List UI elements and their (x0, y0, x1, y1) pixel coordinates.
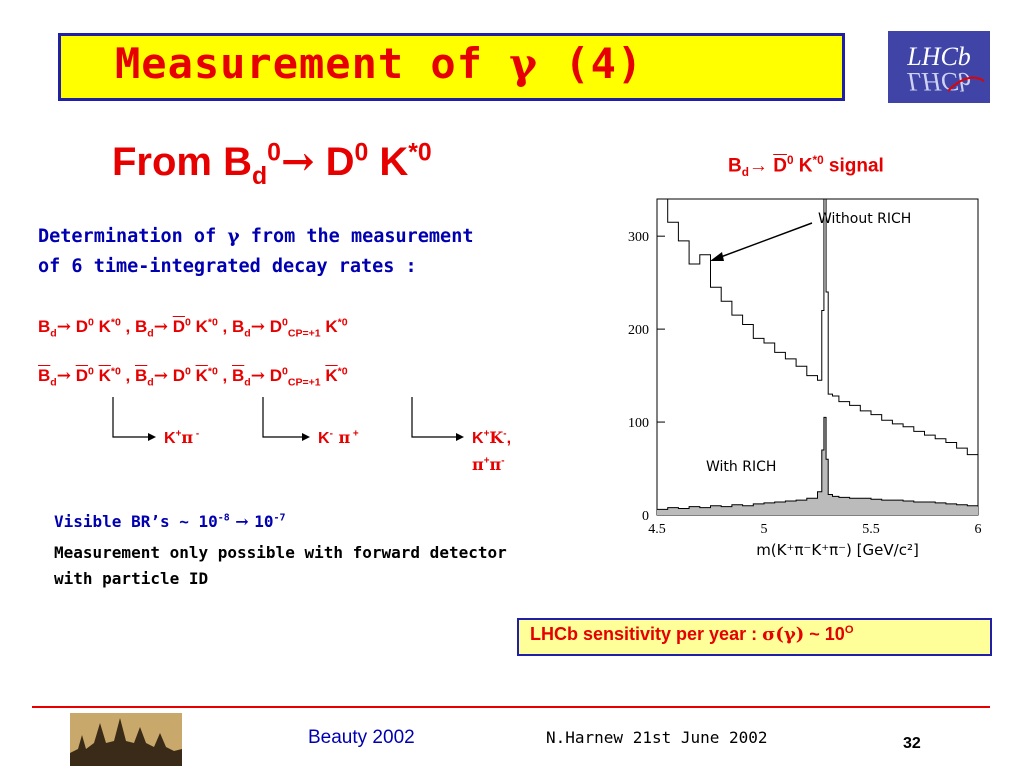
svg-text:LHCb: LHCb (906, 42, 971, 71)
y-tick-label: 0 (642, 509, 649, 524)
decay-term: Bd→ D0 K*0 , (38, 316, 135, 340)
y-tick-label: 200 (628, 323, 649, 338)
x-tick-label: 5 (761, 522, 768, 537)
annotation-arrowhead (710, 252, 724, 261)
final-state-3b: π+π- (472, 455, 505, 474)
final-state-3a: K+K-, (472, 428, 512, 447)
decay-term: Bd→ D0CP=+1 K*0 (232, 365, 348, 389)
annotation-arrow (717, 222, 813, 259)
x-tick-label: 5.5 (862, 522, 880, 537)
visible-br: Visible BR’s ~ 10-8 → 10-7 (54, 512, 286, 531)
decay-term: Bd→ D0 K*0 , (135, 316, 232, 340)
x-tick-label: 6 (975, 522, 982, 537)
annotation-without-rich: Without RICH (818, 211, 911, 227)
cathedral-image (70, 713, 182, 766)
footer-conference: Beauty 2002 (308, 727, 415, 748)
final-state-1: K+π - (164, 428, 200, 447)
y-tick-label: 100 (628, 416, 649, 431)
footer-author: N.Harnew 21st June 2002 (546, 728, 768, 747)
figure-caption: Bd→ D0 K*0 signal (728, 154, 884, 180)
final-state-2: K- π + (318, 428, 359, 447)
x-axis-label: m(K⁺π⁻K⁺π⁻) [GeV/c²] (756, 541, 919, 559)
lhcb-logo: LHCb LHCb (888, 31, 990, 103)
sensitivity-text: LHCb sensitivity per year : σ(γ) ~ 10O (530, 624, 854, 645)
decay-term: Bd→ D0 K*0 , (135, 365, 232, 389)
measurement-note: Measurement only possible with forward d… (54, 543, 507, 588)
with-rich-line (657, 416, 979, 510)
decay-term: Bd→ D0 K*0 , (38, 365, 135, 389)
decay-row-1: Bd→ D0 K*0 , Bd→ D0 K*0 , Bd→ D0CP=+1 K*… (38, 316, 348, 339)
slide-title: Measurement of γ (4) (115, 39, 644, 88)
x-tick-label: 4.5 (648, 522, 666, 537)
decay-term: Bd→ D0CP=+1 K*0 (232, 316, 348, 340)
y-tick-label: 300 (628, 230, 649, 245)
chart-ticks: 4.5 5 5.5 6 0 100 200 300 (628, 230, 982, 537)
chart-labels: Without RICH With RICH m(K⁺π⁻K⁺π⁻) [GeV/c²… (706, 211, 919, 559)
chart-series (657, 198, 979, 515)
decay-row-2: Bd→ D0 K*0 , Bd→ D0 K*0 , Bd→ D0CP=+1 K*… (38, 365, 348, 388)
title-banner (58, 33, 845, 101)
decay-subtitle: From Bd0→ D0 K*0 (112, 138, 432, 190)
annotation-with-rich: With RICH (706, 459, 776, 475)
without-rich-line (657, 198, 979, 462)
sensitivity-box (517, 618, 992, 656)
intro-text: Determination of γ from the measurement … (38, 226, 474, 277)
mass-spectrum-chart: 4.5 5 5.5 6 0 100 200 300 Without RICH With RICH… (628, 198, 982, 559)
page-number: 32 (903, 735, 921, 752)
footer-divider (32, 706, 990, 708)
